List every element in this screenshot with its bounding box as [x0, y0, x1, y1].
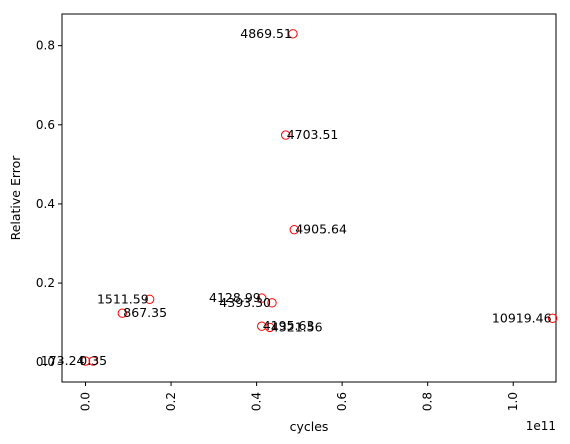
- data-point: [289, 224, 299, 235]
- data-point: [80, 356, 91, 366]
- y-axis-label: Relative Error: [8, 155, 23, 241]
- point-label: 173.24: [41, 353, 85, 368]
- x-tick-label: 0.8: [421, 392, 435, 411]
- y-axis: 0.0 0.2 0.4 0.6 0.8: [36, 39, 62, 369]
- point-label: 4321.56: [271, 319, 323, 334]
- point-label: 0.35: [79, 353, 107, 368]
- data-point: [267, 298, 277, 308]
- point-label: 4393.30: [219, 295, 271, 310]
- point-label: 4703.51: [287, 127, 339, 142]
- data-points: [80, 29, 558, 366]
- x-axis: 0.0 0.2 0.4 0.6 0.8 1.0: [79, 382, 520, 411]
- data-point: [280, 130, 291, 140]
- x-tick-label: 0.0: [79, 392, 93, 411]
- point-label: 1511.59: [97, 291, 149, 306]
- x-axis-label: cycles: [290, 419, 329, 434]
- data-point: [265, 322, 275, 333]
- point-label: 4905.64: [295, 222, 347, 237]
- data-point: [117, 308, 128, 318]
- data-point: [257, 293, 267, 303]
- x-tick-label: 0.4: [250, 392, 264, 411]
- data-point: [144, 294, 155, 304]
- point-label: 4869.51: [240, 26, 292, 41]
- plot-area: [61, 13, 557, 383]
- x-tick-label: 0.2: [164, 392, 178, 411]
- data-point: [288, 29, 298, 39]
- x-tick-label: 0.6: [335, 392, 349, 411]
- point-label: 4128.99: [209, 290, 261, 305]
- data-point: [547, 313, 558, 323]
- x-tick-label: 1.0: [506, 392, 520, 411]
- y-tick-label: 0.2: [36, 276, 55, 290]
- y-tick-label: 0.4: [36, 197, 55, 211]
- y-tick-label: 0.8: [36, 39, 55, 53]
- data-point: [88, 356, 98, 366]
- y-tick-label: 0.6: [36, 118, 55, 132]
- point-label: 867.35: [123, 305, 167, 320]
- y-tick-label: 0.0: [36, 355, 55, 369]
- point-label: 10919.46: [492, 310, 552, 325]
- x-offset-label: 1e11: [526, 419, 556, 433]
- point-label: 4195.63: [263, 318, 315, 333]
